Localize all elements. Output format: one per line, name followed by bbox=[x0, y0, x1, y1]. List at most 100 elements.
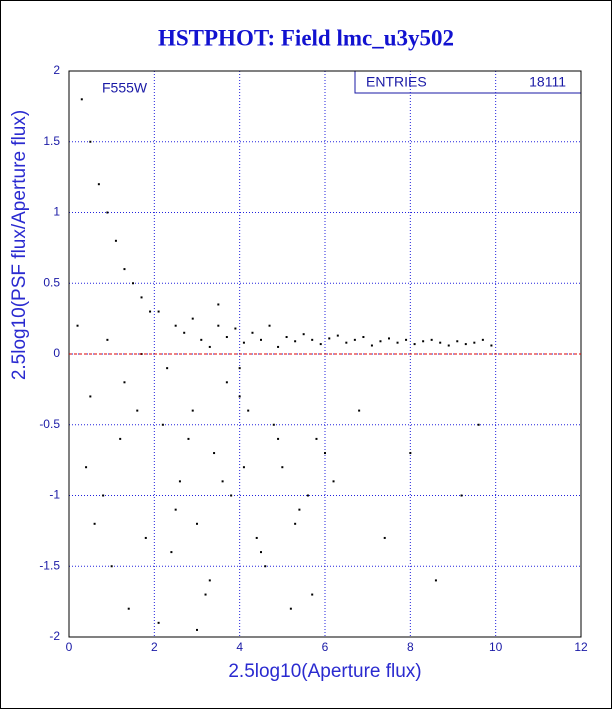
x-tick-label: 2 bbox=[151, 640, 158, 654]
point bbox=[277, 345, 280, 348]
point bbox=[238, 367, 241, 370]
x-tick-label: 8 bbox=[407, 640, 414, 654]
point bbox=[358, 409, 361, 412]
point bbox=[208, 345, 211, 348]
x-tick-label: 0 bbox=[66, 640, 73, 654]
point bbox=[405, 338, 408, 341]
point bbox=[161, 423, 164, 426]
point bbox=[178, 480, 181, 483]
point bbox=[174, 324, 177, 327]
point bbox=[119, 437, 122, 440]
point bbox=[264, 565, 267, 568]
point bbox=[208, 579, 211, 582]
point bbox=[456, 340, 459, 343]
point bbox=[388, 337, 390, 340]
point bbox=[106, 338, 109, 341]
y-tick-label: 1 bbox=[53, 205, 60, 219]
point bbox=[473, 341, 476, 344]
point bbox=[242, 341, 245, 344]
point bbox=[242, 466, 245, 469]
y-tick-label: -0.5 bbox=[39, 417, 60, 431]
point bbox=[85, 466, 88, 469]
x-tick-label: 12 bbox=[574, 640, 588, 654]
point bbox=[170, 551, 173, 554]
point bbox=[434, 579, 437, 582]
point bbox=[157, 310, 160, 313]
point bbox=[464, 343, 467, 346]
point bbox=[481, 338, 484, 341]
point bbox=[353, 338, 356, 341]
point bbox=[114, 239, 117, 242]
y-tick-label: -2 bbox=[49, 629, 60, 643]
point bbox=[80, 98, 83, 101]
point bbox=[477, 423, 480, 426]
point bbox=[383, 536, 386, 539]
point bbox=[247, 409, 250, 412]
point bbox=[289, 607, 292, 610]
point bbox=[76, 324, 79, 327]
point bbox=[234, 327, 237, 330]
point bbox=[370, 344, 373, 347]
point bbox=[93, 522, 96, 525]
point bbox=[123, 268, 126, 271]
point bbox=[123, 381, 126, 384]
point bbox=[345, 341, 348, 344]
stats-label: ENTRIES bbox=[366, 74, 427, 90]
point bbox=[302, 333, 305, 336]
point bbox=[183, 331, 186, 334]
point bbox=[413, 343, 416, 346]
point bbox=[306, 494, 309, 497]
point bbox=[362, 336, 365, 339]
x-tick-label: 10 bbox=[489, 640, 503, 654]
x-axis-title: 2.5log10(Aperture flux) bbox=[228, 661, 421, 682]
point bbox=[268, 324, 271, 327]
point bbox=[187, 437, 190, 440]
point bbox=[196, 522, 198, 525]
x-tick-label: 6 bbox=[322, 640, 329, 654]
point bbox=[213, 452, 216, 455]
point bbox=[272, 423, 275, 426]
point bbox=[140, 296, 143, 299]
point bbox=[136, 409, 139, 412]
point bbox=[430, 338, 433, 341]
point bbox=[311, 593, 314, 596]
point bbox=[225, 381, 228, 384]
point bbox=[285, 336, 288, 339]
point bbox=[294, 522, 297, 525]
point bbox=[379, 340, 382, 343]
point bbox=[221, 480, 224, 483]
point bbox=[132, 282, 134, 285]
point bbox=[225, 336, 228, 339]
point bbox=[490, 344, 493, 347]
point bbox=[174, 508, 177, 511]
y-axis-title: 2.5log10(PSF flux/Aperture flux) bbox=[9, 110, 30, 380]
point bbox=[447, 344, 450, 347]
point bbox=[97, 183, 100, 186]
stats-value: 18111 bbox=[529, 74, 566, 90]
point bbox=[319, 343, 322, 346]
point bbox=[191, 409, 194, 412]
y-tick-label: 1.5 bbox=[43, 134, 60, 148]
point bbox=[260, 338, 262, 341]
point bbox=[217, 303, 220, 306]
point bbox=[251, 331, 254, 334]
point bbox=[336, 334, 339, 337]
point bbox=[315, 437, 318, 440]
annotation: F555W bbox=[102, 80, 148, 96]
point bbox=[422, 340, 425, 343]
point bbox=[102, 494, 105, 497]
point bbox=[196, 628, 198, 631]
point bbox=[260, 551, 262, 554]
point bbox=[106, 211, 109, 214]
point bbox=[217, 324, 220, 327]
x-tick-label: 4 bbox=[236, 640, 243, 654]
point bbox=[439, 341, 442, 344]
point bbox=[311, 338, 314, 341]
point bbox=[255, 536, 258, 539]
y-tick-label: 0.5 bbox=[43, 275, 60, 289]
point bbox=[166, 367, 169, 370]
point bbox=[144, 536, 147, 539]
point bbox=[89, 140, 92, 143]
point bbox=[230, 494, 233, 497]
